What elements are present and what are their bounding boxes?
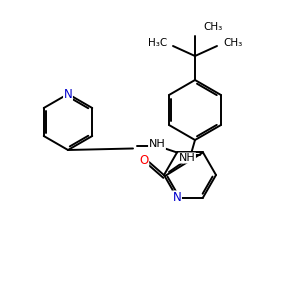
- Text: O: O: [140, 154, 148, 166]
- Text: NH: NH: [178, 153, 195, 163]
- Text: N: N: [64, 88, 72, 100]
- Text: CH₃: CH₃: [223, 38, 242, 48]
- Text: NH: NH: [148, 140, 165, 149]
- Text: N: N: [172, 191, 182, 204]
- Text: H₃C: H₃C: [148, 38, 167, 48]
- Text: CH₃: CH₃: [203, 22, 222, 32]
